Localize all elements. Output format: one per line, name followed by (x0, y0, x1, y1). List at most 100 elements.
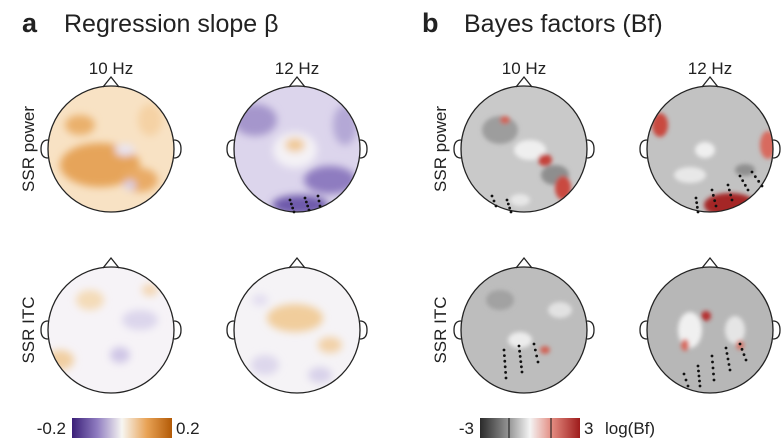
electrode-dot (697, 374, 701, 378)
electrode-dot (712, 378, 716, 382)
electrode-dot (520, 365, 523, 369)
head-outline (226, 75, 368, 213)
electrode-dot (696, 364, 700, 368)
electrode-dot (303, 196, 307, 200)
electrode-dot (508, 206, 512, 210)
electrode-dot (503, 354, 506, 357)
electrode-dot (725, 352, 729, 355)
electrode-dot (724, 346, 728, 350)
electrode-dot (730, 198, 734, 202)
electrode-dot (713, 199, 717, 203)
topomap-a-power-12hz (234, 86, 360, 212)
electrode-dot (292, 210, 296, 214)
electrode-dot (518, 355, 522, 358)
electrode-dot (698, 384, 702, 388)
colorbar-b-unit: log(Bf) (605, 419, 655, 438)
electrode-dot (760, 184, 764, 188)
electrode-dot (494, 204, 498, 208)
electrode-dot (743, 183, 747, 187)
electrode-dot (304, 200, 308, 204)
electrode-dot (726, 183, 730, 187)
electrode-dot (490, 194, 494, 198)
electrode-dot (697, 369, 700, 373)
head-outline (453, 256, 595, 394)
colorbar-b-min-label: -3 (459, 419, 474, 438)
colorbar-a-gradient (72, 418, 172, 438)
head-outline (40, 75, 182, 213)
electrode-dot (502, 348, 506, 352)
col-header-b-10hz: 10 Hz (502, 59, 546, 78)
head-outline (226, 256, 368, 394)
electrode-dot (317, 199, 321, 203)
topomap-a-itc-12hz (234, 267, 360, 393)
colorbar-b-gradient (480, 418, 580, 438)
electrode-dot (738, 342, 742, 346)
electrode-dot (744, 358, 748, 362)
electrode-dot (711, 360, 714, 364)
electrode-dot (316, 194, 320, 198)
electrode-dot (291, 206, 295, 210)
head-outline (453, 75, 595, 213)
electrode-dot (696, 210, 700, 214)
row-label-a-power: SSR power (19, 106, 38, 192)
electrode-dot (306, 204, 310, 208)
panel-a-title: Regression slope β (64, 10, 279, 38)
electrode-dot (533, 348, 537, 352)
head-outline (40, 256, 182, 394)
electrode-dot (518, 349, 521, 353)
electrode-dot (728, 368, 732, 372)
electrode-dot (504, 376, 508, 380)
electrode-dot (741, 179, 745, 183)
electrode-dot (746, 188, 750, 192)
electrode-dot (711, 193, 715, 197)
electrode-dot (711, 366, 715, 370)
head-outline (639, 75, 781, 213)
electrode-dot (727, 363, 731, 366)
electrode-dot (712, 372, 715, 376)
topomap-b-power-12hz (647, 86, 773, 212)
head-outline (639, 256, 781, 394)
row-label-b-power: SSR power (431, 106, 450, 192)
electrode-dot (729, 193, 733, 197)
electrode-dot (727, 188, 731, 192)
colorbar-b-max-label: 3 (584, 419, 593, 438)
electrode-dot (504, 371, 507, 374)
electrode-dot (682, 372, 686, 376)
electrode-dot (750, 170, 754, 174)
electrode-dot (505, 198, 509, 202)
electrode-dot (686, 384, 690, 388)
electrode-dot (506, 202, 510, 206)
electrode-dot (694, 196, 698, 200)
electrode-dot (536, 360, 540, 364)
electrode-dot (698, 379, 701, 383)
topomap-b-itc-10hz (461, 267, 587, 393)
colorbar-b: -3 3 log(Bf) (459, 418, 655, 438)
electrode-dot (532, 342, 536, 346)
topomap-b-power-10hz (461, 86, 587, 212)
electrode-dot (710, 354, 714, 358)
electrode-dot (684, 378, 688, 382)
electrode-dot (742, 353, 746, 357)
electrode-dot (695, 205, 699, 209)
col-header-a-12hz: 12 Hz (275, 59, 319, 78)
electrode-dot (695, 201, 699, 205)
topomap-a-power-10hz (48, 86, 174, 212)
panel-b-title: Bayes factors (Bf) (464, 10, 663, 38)
electrode-dot (757, 179, 761, 183)
topomap-a-itc-10hz (48, 267, 174, 393)
topomap-b-itc-12hz (647, 267, 773, 393)
electrode-cluster-markers (288, 170, 764, 388)
electrode-dot (517, 344, 521, 348)
col-header-b-12hz: 12 Hz (688, 59, 732, 78)
electrode-dot (288, 198, 292, 202)
colorbar-a-min-label: -0.2 (37, 419, 66, 438)
row-label-b-itc: SSR ITC (431, 296, 450, 363)
panel-a-letter: a (22, 8, 38, 38)
electrode-dot (503, 365, 507, 369)
row-label-a-itc: SSR ITC (19, 296, 38, 363)
electrode-dot (289, 202, 293, 206)
electrode-dot (714, 204, 718, 208)
panel-b-letter: b (422, 8, 439, 38)
electrode-dot (740, 347, 744, 351)
electrode-dot (710, 188, 714, 192)
